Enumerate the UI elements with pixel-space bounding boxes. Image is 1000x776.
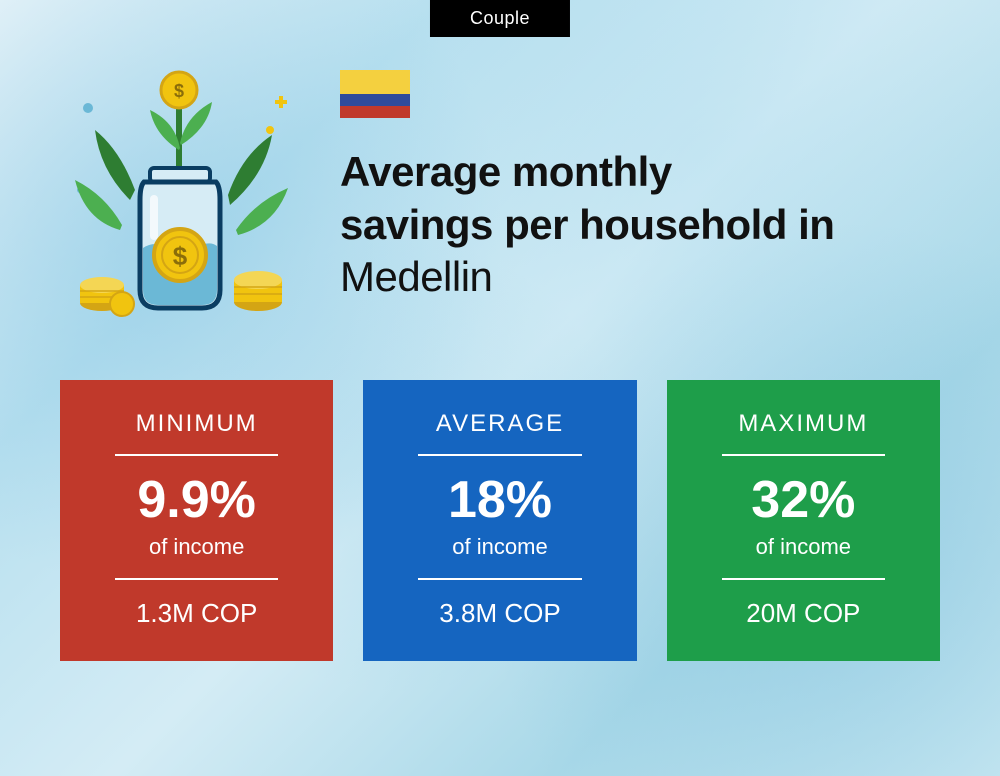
card-avg-label: AVERAGE	[383, 410, 616, 438]
card-max-sub: of income	[687, 534, 920, 560]
divider	[418, 578, 581, 580]
divider	[115, 578, 278, 580]
divider	[722, 454, 885, 456]
card-avg-sub: of income	[383, 534, 616, 560]
card-maximum: MAXIMUM 32% of income 20M COP	[667, 380, 940, 661]
card-max-percent: 32%	[687, 474, 920, 526]
card-min-sub: of income	[80, 534, 313, 560]
card-minimum: MINIMUM 9.9% of income 1.3M COP	[60, 380, 333, 661]
stats-cards: MINIMUM 9.9% of income 1.3M COP AVERAGE …	[0, 360, 1000, 711]
title-block: Average monthly savings per household in…	[340, 60, 940, 304]
svg-text:$: $	[174, 81, 184, 101]
divider	[722, 578, 885, 580]
title-line-1: Average monthly	[340, 148, 672, 195]
card-min-percent: 9.9%	[80, 474, 313, 526]
divider	[418, 454, 581, 456]
card-min-label: MINIMUM	[80, 410, 313, 438]
card-avg-percent: 18%	[383, 474, 616, 526]
card-avg-amount: 3.8M COP	[383, 598, 616, 629]
card-max-label: MAXIMUM	[687, 410, 920, 438]
city-name: Medellin	[340, 251, 940, 304]
card-min-amount: 1.3M COP	[80, 598, 313, 629]
card-average: AVERAGE 18% of income 3.8M COP	[363, 380, 636, 661]
page-title: Average monthly savings per household in…	[340, 146, 940, 304]
colombia-flag-icon	[340, 70, 410, 118]
divider	[115, 454, 278, 456]
savings-jar-icon: $ $	[60, 60, 300, 320]
hero-section: $ $	[0, 0, 1000, 360]
svg-text:$: $	[173, 241, 188, 271]
title-line-2: savings per household in	[340, 201, 834, 248]
card-max-amount: 20M COP	[687, 598, 920, 629]
savings-jar-illustration: $ $	[60, 60, 300, 320]
